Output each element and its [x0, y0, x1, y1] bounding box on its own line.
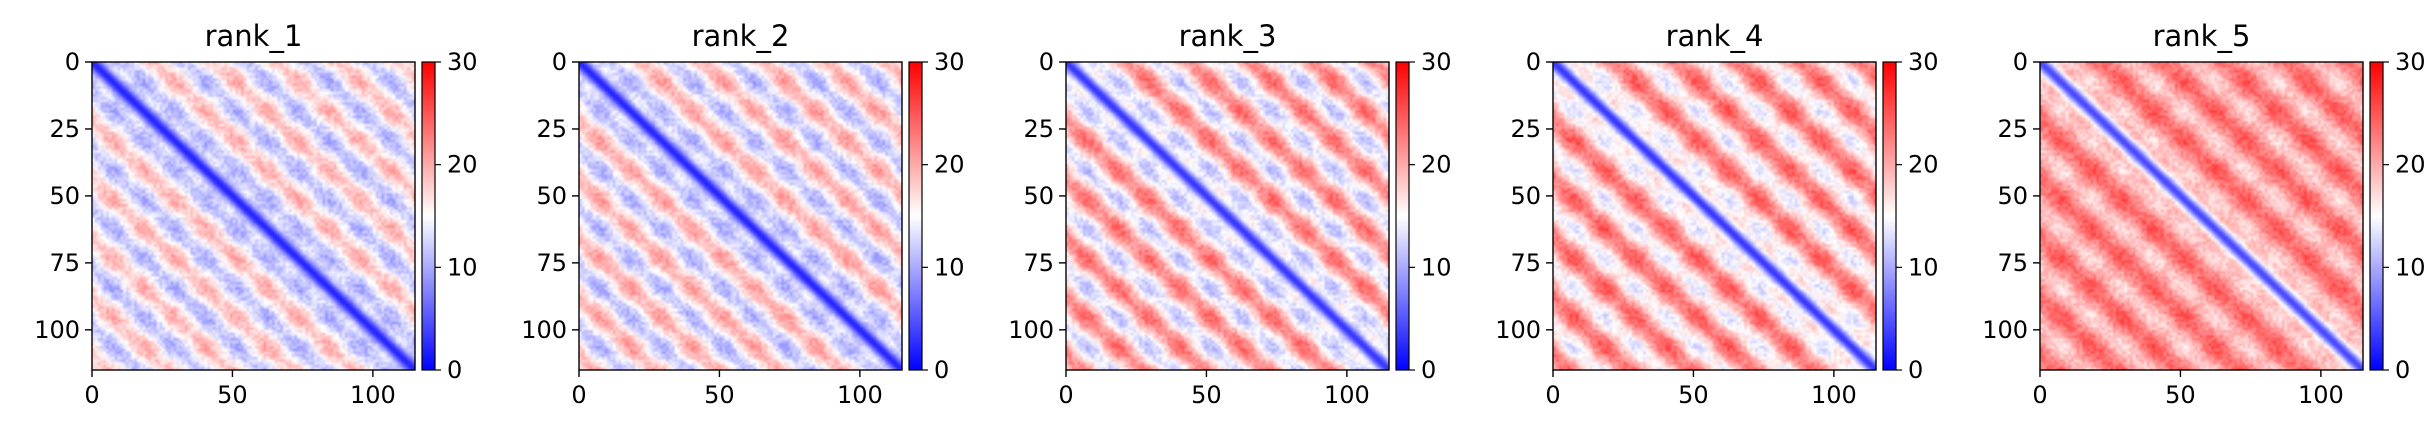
y-tick-label: 50	[1023, 182, 1054, 210]
x-tick-label: 100	[2298, 381, 2344, 409]
axes-frame	[1065, 61, 1390, 371]
x-tick-label: 50	[2165, 381, 2196, 409]
colorbar-tick-label: 0	[934, 356, 949, 384]
colorbar-tick-label: 10	[934, 253, 965, 281]
colorbar	[1395, 61, 1410, 371]
heatmap-cells	[1066, 62, 1389, 370]
x-tick-label: 0	[2032, 381, 2047, 409]
y-tick-label: 50	[1510, 182, 1541, 210]
colorbar	[421, 61, 436, 371]
chart-title: rank_1	[205, 19, 303, 53]
y-tick-label: 75	[49, 249, 80, 277]
axes-overlay: rank_5 0 50 100 0 25 50 75 100 0 10 20 30	[1982, 19, 2426, 409]
chart-title: rank_2	[692, 19, 790, 53]
colorbar-tick-label: 20	[447, 151, 478, 179]
heatmap-panel-3: rank_3 0 50 100 0 25 50 75 100 0 10 20 30	[974, 0, 1461, 438]
x-tick-label: 100	[837, 381, 883, 409]
colorbar	[2369, 61, 2384, 371]
colorbar-tick-label: 20	[1908, 151, 1939, 179]
colorbar-tick-label: 10	[2395, 253, 2426, 281]
colorbar-tick-label: 10	[1908, 253, 1939, 281]
y-tick-label: 100	[521, 316, 567, 344]
y-tick-label: 0	[1526, 48, 1541, 76]
chart-title: rank_4	[1666, 19, 1764, 53]
heatmap-panel-2: rank_2 0 50 100 0 25 50 75 100 0 10 20 30	[487, 0, 974, 438]
colorbar-tick-label: 0	[2395, 356, 2410, 384]
x-tick-label: 0	[571, 381, 586, 409]
y-tick-label: 0	[1039, 48, 1054, 76]
x-tick-label: 0	[1058, 381, 1073, 409]
x-tick-label: 100	[350, 381, 396, 409]
y-tick-label: 100	[1982, 316, 2028, 344]
x-tick-label: 0	[1545, 381, 1560, 409]
colorbar-tick-label: 30	[2395, 48, 2426, 76]
axes-frame	[1552, 61, 1877, 371]
colorbar	[908, 61, 923, 371]
y-tick-label: 0	[65, 48, 80, 76]
x-tick-label: 50	[1678, 381, 1709, 409]
colorbar-tick-label: 30	[1421, 48, 1452, 76]
axes-frame	[2039, 61, 2364, 371]
colorbar-tick-label: 30	[1908, 48, 1939, 76]
axes-frame	[578, 61, 903, 371]
axes-overlay: rank_3 0 50 100 0 25 50 75 100 0 10 20 30	[1008, 19, 1452, 409]
y-tick-label: 0	[552, 48, 567, 76]
y-tick-label: 50	[536, 182, 567, 210]
y-tick-label: 100	[1495, 316, 1541, 344]
x-tick-label: 50	[217, 381, 248, 409]
y-tick-label: 25	[1510, 115, 1541, 143]
y-tick-label: 100	[34, 316, 80, 344]
heatmap-panel-1: rank_1 0 50 100 0 25 50 75 100 0 10 20 30	[0, 0, 487, 438]
colorbar-tick-label: 0	[1908, 356, 1923, 384]
colorbar-tick-label: 30	[934, 48, 965, 76]
y-tick-label: 75	[536, 249, 567, 277]
colorbar-tick-label: 10	[447, 253, 478, 281]
chart-title: rank_5	[2153, 19, 2251, 53]
colorbar-tick-label: 10	[1421, 253, 1452, 281]
heatmap-panel-4: rank_4 0 50 100 0 25 50 75 100 0 10 20 30	[1461, 0, 1948, 438]
y-tick-label: 25	[1023, 115, 1054, 143]
colorbar	[1882, 61, 1897, 371]
x-tick-label: 100	[1324, 381, 1370, 409]
y-tick-label: 0	[2013, 48, 2028, 76]
heatmap-cells	[2040, 62, 2363, 370]
x-tick-label: 50	[704, 381, 735, 409]
colorbar-tick-label: 0	[1421, 356, 1436, 384]
x-tick-label: 0	[84, 381, 99, 409]
y-tick-label: 50	[1997, 182, 2028, 210]
colorbar-tick-label: 30	[447, 48, 478, 76]
colorbar-tick-label: 20	[2395, 151, 2426, 179]
colorbar-tick-label: 20	[1421, 151, 1452, 179]
heatmap-cells	[92, 62, 415, 370]
y-tick-label: 75	[1997, 249, 2028, 277]
y-tick-label: 25	[536, 115, 567, 143]
y-tick-label: 50	[49, 182, 80, 210]
colorbar-tick-label: 0	[447, 356, 462, 384]
y-tick-label: 75	[1510, 249, 1541, 277]
axes-overlay: rank_1 0 50 100 0 25 50 75 100 0 10 20 30	[34, 19, 478, 409]
x-tick-label: 50	[1191, 381, 1222, 409]
y-tick-label: 25	[49, 115, 80, 143]
colorbar-tick-label: 20	[934, 151, 965, 179]
y-tick-label: 75	[1023, 249, 1054, 277]
axes-overlay: rank_4 0 50 100 0 25 50 75 100 0 10 20 30	[1495, 19, 1939, 409]
axes-frame	[91, 61, 416, 371]
axes-overlay: rank_2 0 50 100 0 25 50 75 100 0 10 20 30	[521, 19, 965, 409]
heatmap-cells	[579, 62, 902, 370]
heatmap-panel-5: rank_5 0 50 100 0 25 50 75 100 0 10 20 30	[1948, 0, 2435, 438]
heatmap-cells	[1553, 62, 1876, 370]
chart-title: rank_3	[1179, 19, 1277, 53]
y-tick-label: 25	[1997, 115, 2028, 143]
y-tick-label: 100	[1008, 316, 1054, 344]
x-tick-label: 100	[1811, 381, 1857, 409]
